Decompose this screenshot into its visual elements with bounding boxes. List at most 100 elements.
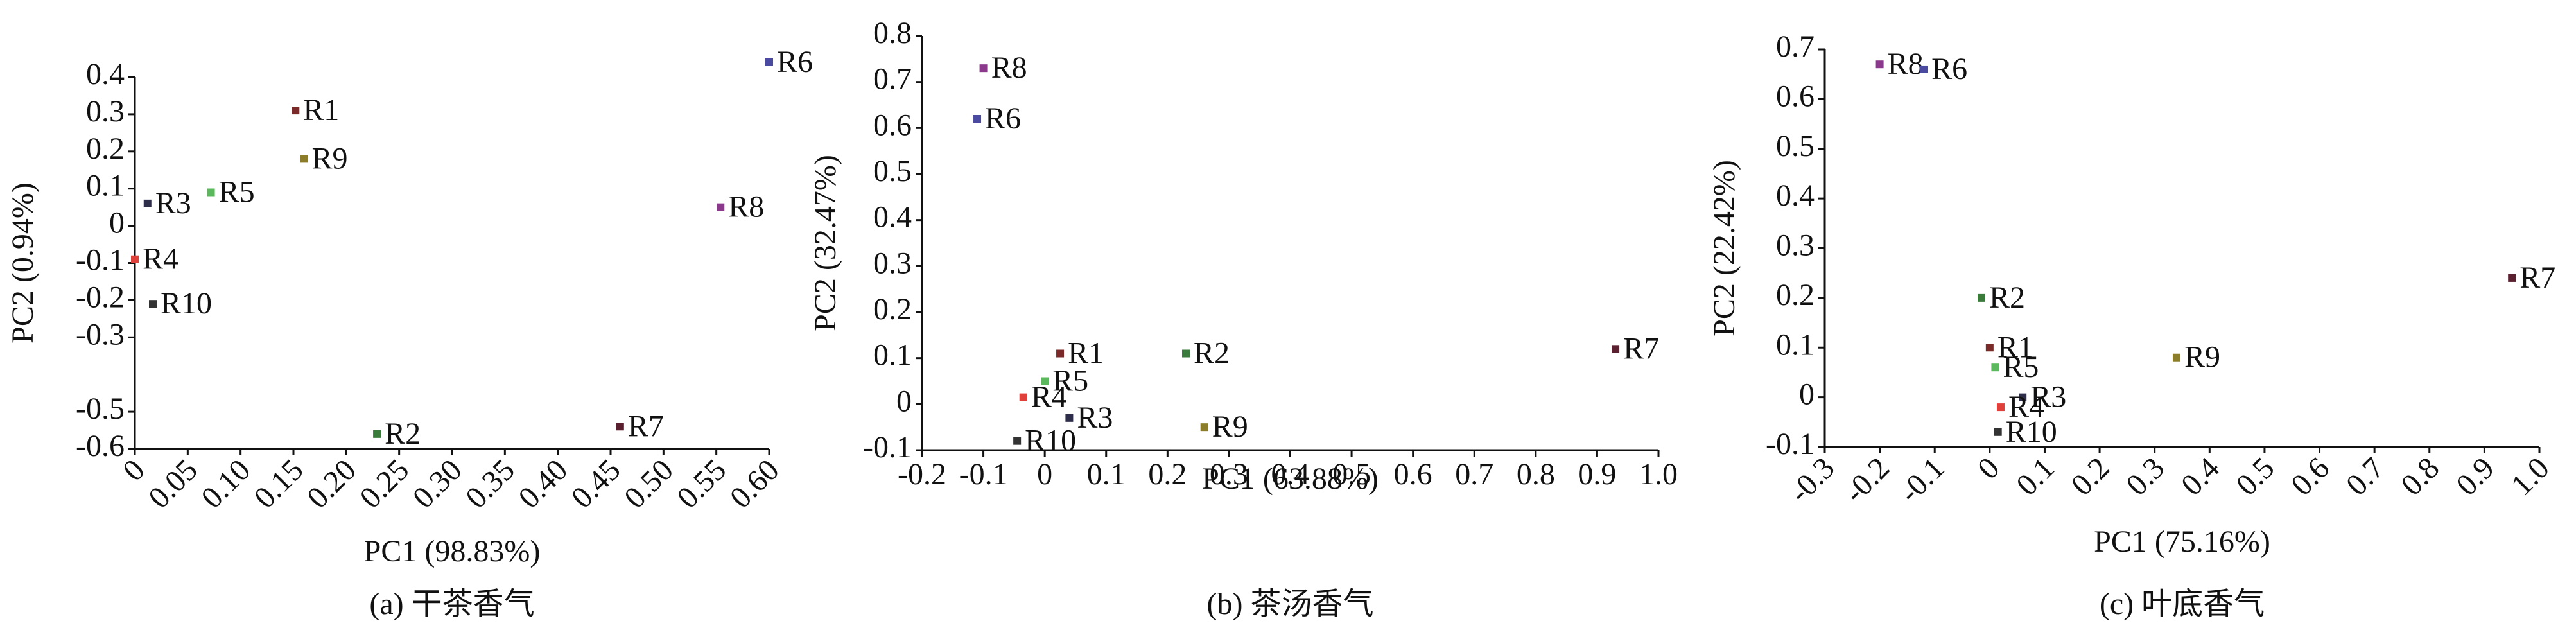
x-tick-label: 0.3: [2119, 451, 2171, 502]
point: [2172, 353, 2180, 362]
x-tick-label: 0.3: [1210, 457, 1248, 491]
x-tick-label: 0.10: [195, 453, 257, 515]
y-tick-label: 0.4: [1776, 179, 1815, 213]
x-tick-label: -0.1: [959, 457, 1008, 491]
y-tick-label: 0.5: [873, 154, 912, 188]
x-tick-label: 0.5: [1332, 457, 1371, 491]
point: [1985, 344, 1994, 352]
point-label: R2: [385, 417, 421, 451]
x-tick-label: 0.25: [353, 453, 415, 515]
x-tick-label: 0: [1971, 451, 2006, 486]
y-tick-label: 0.1: [1776, 328, 1815, 362]
x-tick-label: 0.50: [618, 453, 680, 515]
y-tick-label: 0.3: [86, 94, 125, 128]
x-tick-label: 0: [1037, 457, 1052, 491]
point-label: R8: [1888, 47, 1924, 81]
y-tick-label: 0.4: [86, 57, 125, 91]
point-label: R4: [143, 242, 178, 276]
point-label: R3: [155, 186, 191, 220]
x-tick-label: 0.5: [2230, 451, 2281, 502]
point: [1994, 428, 2002, 436]
point: [2019, 393, 2027, 401]
point: [300, 155, 308, 163]
point: [1182, 349, 1190, 358]
y-tick-label: 0.2: [86, 132, 125, 166]
x-axis-label: PC1 (98.83%): [364, 534, 541, 568]
y-tick-label: 0.3: [1776, 229, 1815, 263]
point-label: R7: [628, 409, 664, 443]
point-label: R1: [1997, 330, 2033, 364]
y-tick-label: 0.2: [873, 292, 912, 326]
point: [616, 423, 624, 431]
x-tick-label: 0: [116, 453, 151, 487]
x-tick-label: -0.2: [1838, 451, 1896, 509]
point: [1996, 403, 2005, 412]
y-tick-label: 0.5: [1776, 129, 1815, 163]
point: [1991, 363, 1999, 372]
x-tick-label: 0.4: [2175, 451, 2226, 502]
point-label: R9: [311, 141, 347, 175]
x-tick-label: 0.8: [1517, 457, 1555, 491]
point-label: R6: [1931, 52, 1967, 86]
point-label: R7: [2519, 261, 2555, 295]
y-tick-label: 0.1: [873, 338, 912, 372]
y-tick-label: 0: [109, 206, 125, 240]
point: [1920, 65, 1928, 73]
x-tick-label: 0.7: [1455, 457, 1493, 491]
point-label: R5: [1052, 364, 1088, 398]
point: [207, 188, 215, 197]
x-tick-label: 0.45: [565, 453, 627, 515]
y-tick-label: -0.1: [1766, 427, 1815, 461]
y-tick-label: 0.7: [1776, 30, 1815, 64]
caption: (a) 干茶香气: [369, 587, 534, 621]
y-tick-label: 0.1: [86, 169, 125, 203]
point: [1065, 414, 1074, 422]
point-label: R1: [303, 93, 339, 127]
point: [373, 430, 381, 438]
x-tick-label: 0.35: [459, 453, 521, 515]
point-label: R8: [991, 51, 1027, 85]
y-axis-label: PC2 (0.94%): [6, 182, 40, 344]
x-axis-label: PC1 (75.16%): [2094, 525, 2270, 559]
x-tick-label: 0.7: [2340, 451, 2391, 502]
x-tick-label: 0.60: [724, 453, 786, 515]
x-tick-label: 0.4: [1271, 457, 1310, 491]
y-tick-label: -0.5: [76, 392, 125, 426]
x-tick-label: 0.6: [2284, 451, 2336, 502]
point-label: R1: [1068, 337, 1104, 371]
point: [717, 203, 725, 211]
x-tick-label: 0.2: [1148, 457, 1187, 491]
point-label: R9: [2184, 340, 2220, 374]
y-axis-label: PC2 (22.42%): [1707, 160, 1741, 337]
point-label: R6: [777, 45, 813, 79]
x-tick-label: 0.05: [142, 453, 204, 515]
point: [131, 255, 139, 263]
point-label: R10: [2006, 415, 2057, 449]
point-label: R5: [219, 175, 255, 209]
x-tick-label: 1.0: [2505, 451, 2556, 502]
x-tick-label: 0.9: [1578, 457, 1616, 491]
point-label: R7: [1623, 331, 1659, 365]
point-label: R3: [2030, 380, 2066, 414]
x-tick-label: 0.6: [1394, 457, 1432, 491]
point-label: R10: [161, 286, 212, 320]
point: [1612, 345, 1620, 353]
x-tick-label: 0.30: [406, 453, 469, 515]
y-tick-label: 0.6: [873, 108, 912, 142]
caption: (c) 叶底香气: [2100, 587, 2265, 621]
y-axis-label: PC2 (32.47%): [808, 155, 842, 331]
point-label: R4: [2008, 390, 2044, 424]
point-label: R8: [728, 190, 764, 224]
point: [765, 58, 773, 66]
y-tick-label: 0: [896, 384, 912, 418]
x-axis-label: PC1 (63.88%): [1202, 462, 1379, 496]
point-label: R4: [1031, 380, 1067, 414]
x-tick-label: 0.55: [670, 453, 733, 515]
x-tick-label: 0.2: [2065, 451, 2116, 502]
point: [148, 300, 157, 308]
y-tick-label: 0: [1799, 378, 1815, 412]
point: [1978, 293, 1986, 302]
point-label: R2: [1989, 281, 2025, 315]
point: [1013, 437, 1022, 445]
point: [1875, 60, 1884, 69]
